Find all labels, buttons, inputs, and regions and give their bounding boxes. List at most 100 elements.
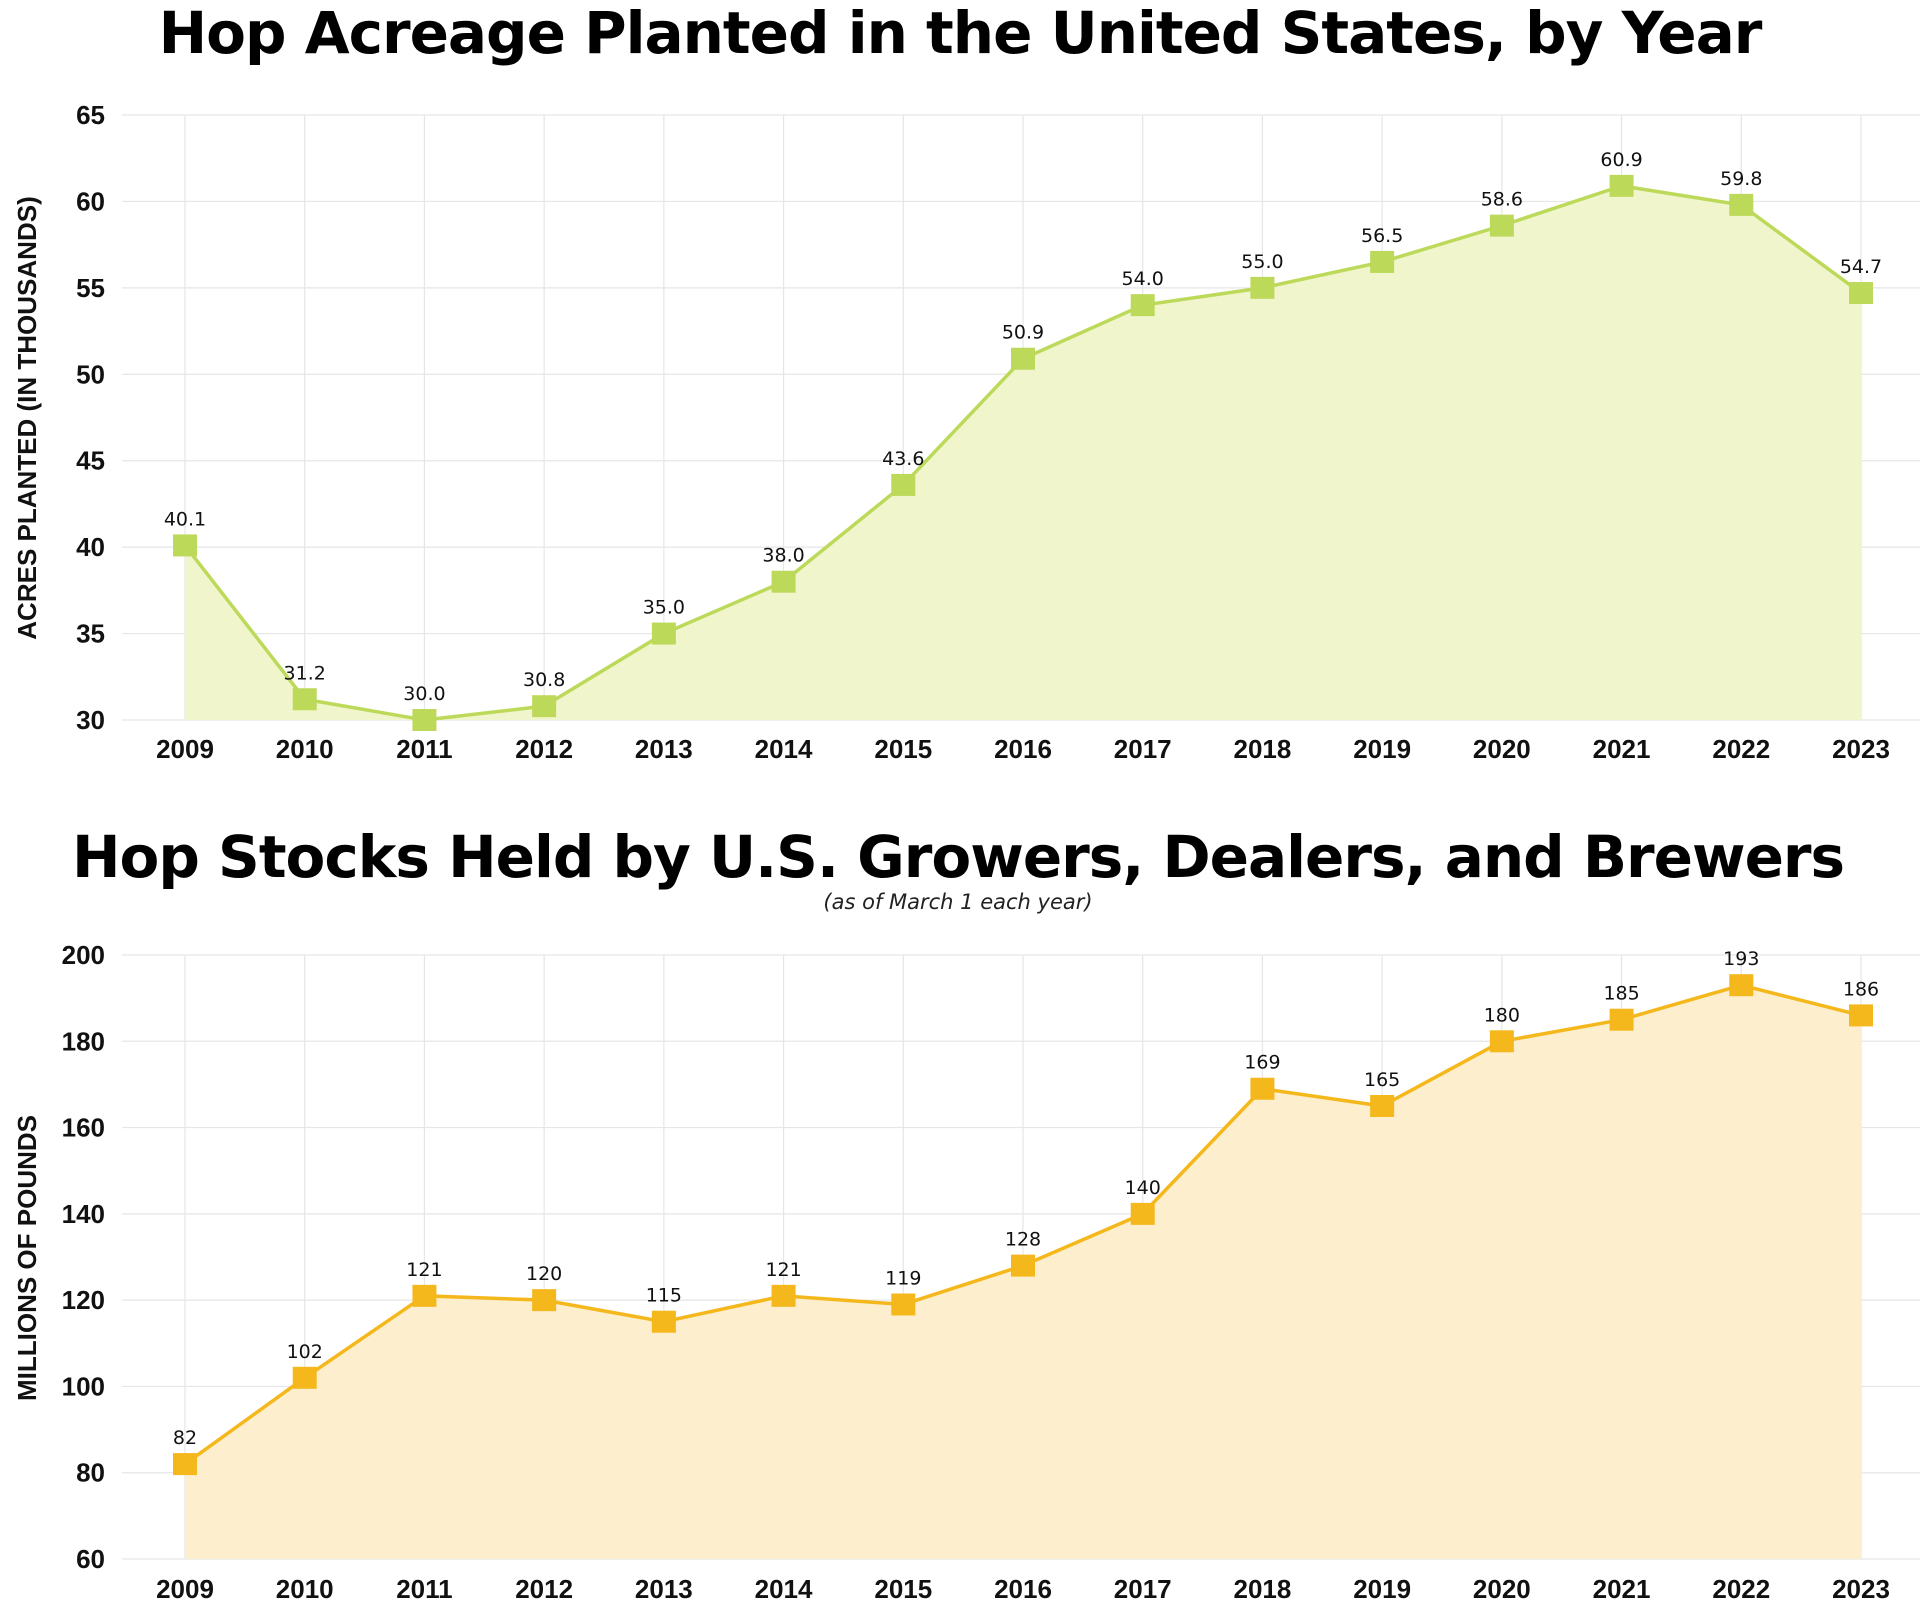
y-tick-label: 45 <box>76 446 105 476</box>
data-point-marker <box>1729 974 1754 997</box>
data-point-marker <box>1609 174 1634 197</box>
x-tick-label: 2017 <box>1114 734 1172 764</box>
y-tick-label: 35 <box>76 619 105 649</box>
x-tick-label: 2022 <box>1712 1574 1770 1604</box>
data-point-marker <box>1130 294 1155 317</box>
x-tick-label: 2018 <box>1234 734 1292 764</box>
x-tick-label: 2021 <box>1593 1574 1651 1604</box>
data-label: 58.6 <box>1481 189 1523 211</box>
x-tick-label: 2019 <box>1353 1574 1411 1604</box>
x-tick-label: 2009 <box>156 1574 214 1604</box>
y-tick-label: 55 <box>76 273 105 303</box>
x-tick-label: 2016 <box>994 1574 1052 1604</box>
y-tick-label: 200 <box>62 940 105 970</box>
data-label: 102 <box>287 1341 323 1363</box>
x-tick-label: 2010 <box>276 1574 334 1604</box>
chart2-plot: 60 80 100 120 140 160 180 200 2009 2010 2011 2012 20… <box>62 940 1920 1604</box>
y-tick-label: 180 <box>62 1026 105 1056</box>
data-label: 180 <box>1484 1004 1520 1026</box>
x-tick-label: 2012 <box>515 1574 573 1604</box>
data-label: 115 <box>646 1285 682 1307</box>
x-tick-label: 2020 <box>1473 1574 1531 1604</box>
data-label: 185 <box>1603 983 1639 1005</box>
x-tick-label: 2021 <box>1593 734 1651 764</box>
x-tick-label: 2019 <box>1353 734 1411 764</box>
data-point-marker <box>1489 1030 1514 1053</box>
data-label: 186 <box>1843 978 1879 1000</box>
data-point-marker <box>1729 193 1754 216</box>
data-label: 38.0 <box>762 545 804 567</box>
data-label: 193 <box>1723 948 1759 970</box>
x-tick-label: 2023 <box>1832 734 1890 764</box>
x-tick-label: 2015 <box>874 734 932 764</box>
data-point-marker <box>891 1293 916 1316</box>
y-tick-label: 80 <box>76 1458 105 1488</box>
data-label: 31.2 <box>284 662 326 684</box>
chart2-y-axis-title: MILLIONS OF POUNDS <box>12 1115 42 1401</box>
y-tick-label: 160 <box>62 1113 105 1143</box>
data-label: 30.8 <box>523 669 565 691</box>
x-tick-label: 2009 <box>156 734 214 764</box>
data-label: 119 <box>885 1267 921 1289</box>
chart1-title: Hop Acreage Planted in the United States… <box>159 0 1763 67</box>
data-label: 140 <box>1125 1177 1161 1199</box>
data-label: 56.5 <box>1361 225 1403 247</box>
data-point-marker <box>1130 1202 1155 1225</box>
data-point-marker <box>532 1289 557 1312</box>
data-point-marker <box>1489 214 1514 237</box>
data-label: 60.9 <box>1600 149 1642 171</box>
data-point-marker <box>173 534 197 557</box>
chart2-title: Hop Stocks Held by U.S. Growers, Dealers… <box>72 823 1844 891</box>
x-tick-label: 2023 <box>1832 1574 1890 1604</box>
data-label: 30.0 <box>403 683 445 705</box>
data-point-marker <box>1370 1095 1395 1117</box>
data-label: 40.1 <box>164 508 206 530</box>
data-label: 169 <box>1244 1052 1280 1074</box>
data-point-marker <box>1250 1077 1275 1100</box>
data-point-marker <box>1609 1008 1634 1031</box>
data-point-marker <box>1849 1004 1873 1027</box>
x-tick-label: 2013 <box>635 1574 693 1604</box>
y-tick-label: 30 <box>76 705 105 735</box>
data-point-marker <box>1849 282 1873 305</box>
area-fill <box>185 185 1861 720</box>
data-label: 50.9 <box>1002 322 1044 344</box>
y-tick-label: 60 <box>76 186 105 216</box>
data-point-marker <box>1011 1254 1035 1277</box>
x-tick-label: 2020 <box>1473 734 1531 764</box>
x-tick-label: 2014 <box>755 1574 813 1604</box>
data-point-marker <box>292 688 317 711</box>
data-point-marker <box>1250 276 1275 299</box>
data-point-marker <box>1011 347 1035 370</box>
x-tick-label: 2016 <box>994 734 1052 764</box>
data-point-marker <box>771 1284 796 1307</box>
data-label: 59.8 <box>1720 168 1762 190</box>
data-point-marker <box>651 622 676 645</box>
data-point-marker <box>173 1453 197 1476</box>
y-tick-label: 65 <box>76 100 105 130</box>
x-tick-label: 2011 <box>396 734 452 764</box>
x-tick-label: 2017 <box>1114 1574 1172 1604</box>
y-tick-label: 60 <box>76 1544 105 1574</box>
x-tick-label: 2010 <box>276 734 334 764</box>
x-tick-label: 2015 <box>874 1574 932 1604</box>
data-label: 54.0 <box>1122 268 1164 290</box>
data-label: 121 <box>765 1259 801 1281</box>
data-point-marker <box>532 695 557 718</box>
data-label: 54.7 <box>1840 256 1882 278</box>
x-tick-label: 2014 <box>755 734 813 764</box>
data-label: 55.0 <box>1241 251 1283 273</box>
x-tick-label: 2018 <box>1234 1574 1292 1604</box>
chart2-subtitle: (as of March 1 each year) <box>823 890 1092 914</box>
y-tick-label: 40 <box>76 532 105 562</box>
data-label: 43.6 <box>882 448 924 470</box>
data-label: 121 <box>406 1259 442 1281</box>
chart1-plot: 30 35 40 45 50 55 60 65 2009 2010 2011 2012 2013 2014… <box>76 100 1920 764</box>
y-tick-label: 120 <box>62 1285 105 1315</box>
data-point-marker <box>292 1366 317 1389</box>
data-point-marker <box>412 1284 437 1307</box>
data-label: 120 <box>526 1263 562 1285</box>
y-tick-label: 50 <box>76 359 105 389</box>
y-tick-label: 140 <box>62 1199 105 1229</box>
